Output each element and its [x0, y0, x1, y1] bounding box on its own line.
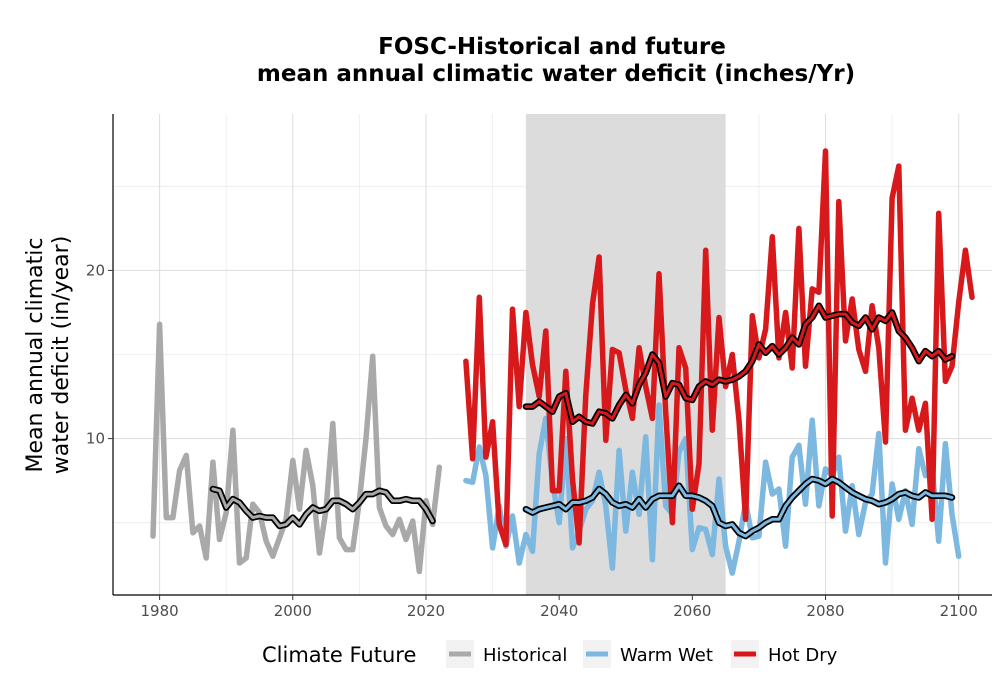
- legend: Climate Future Historical Warm Wet Hot Dry: [262, 640, 838, 668]
- series-line-hot-dry: [463, 148, 975, 548]
- y-tick-label: 10: [86, 430, 105, 448]
- x-tick-label: 2040: [540, 602, 578, 620]
- y-axis-title-line-2: water deficit (in/year): [49, 236, 74, 475]
- chart-title-line-1: FOSC-Historical and future: [378, 34, 726, 60]
- series-line-historical: [150, 321, 443, 575]
- x-tick-label: 2020: [407, 602, 445, 620]
- moving-average-line-hot-dry: [524, 304, 954, 425]
- legend-title: Climate Future: [262, 643, 416, 667]
- moving-average-line-warm-wet: [524, 477, 954, 538]
- legend-label-warm-wet: Warm Wet: [620, 645, 713, 666]
- chart-title-line-2: mean annual climatic water deficit (inch…: [257, 61, 855, 87]
- x-tick-label: 2100: [940, 602, 978, 620]
- y-axis-title-line-1: Mean annual climatic: [23, 238, 48, 473]
- plot-area: 1980 2000 2020 2040 2060 2080 2100 10 20: [86, 114, 992, 620]
- x-tick-label: 1980: [141, 602, 179, 620]
- x-tick-label: 2000: [274, 602, 312, 620]
- y-tick-label: 20: [86, 261, 105, 279]
- moving-average-line-historical: [211, 487, 435, 528]
- legend-label-historical: Historical: [483, 645, 567, 666]
- y-axis-title: Mean annual climatic water deficit (in/y…: [23, 236, 74, 475]
- x-tick-label: 2060: [673, 602, 711, 620]
- legend-label-hot-dry: Hot Dry: [768, 645, 838, 666]
- x-tick-label: 2080: [806, 602, 844, 620]
